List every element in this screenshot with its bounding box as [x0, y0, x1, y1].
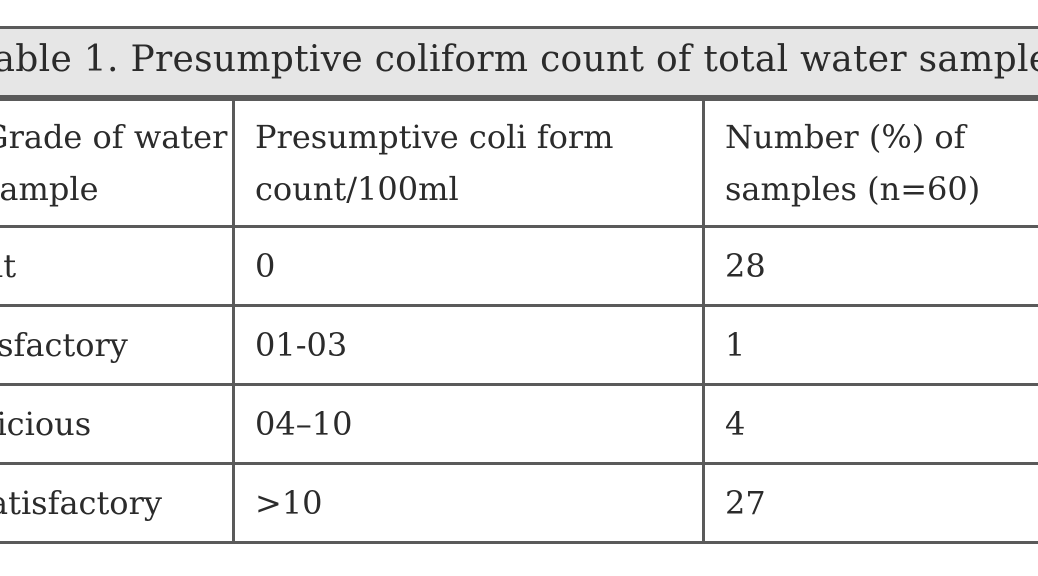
cell-count: >10 — [232, 462, 705, 544]
table-row: Suspicious 04–10 4 — [0, 383, 1038, 465]
table-caption-bar — [0, 26, 1038, 98]
header-count: Presumptive coli form count/100ml — [232, 98, 705, 228]
cell-number: 27 — [702, 462, 1038, 544]
header-number-line2: samples (n=60) — [725, 170, 981, 208]
cell-grade: Satisfactory — [0, 304, 235, 386]
header-grade-line2: sample — [0, 170, 99, 208]
table-row: Unsatisfactory >10 27 — [0, 462, 1038, 544]
header-grade: Grade of water sample — [0, 98, 235, 228]
table-row: Satisfactory 01-03 1 — [0, 304, 1038, 386]
table-caption: Table 1. Presumptive coliform count of t… — [0, 39, 1038, 80]
header-count-line2: count/100ml — [255, 170, 459, 208]
header-number: Number (%) of samples (n=60) — [702, 98, 1038, 228]
header-count-line1: Presumptive coli form — [255, 118, 614, 156]
header-grade-line1: Grade of water — [0, 118, 228, 156]
cell-number: 4 — [702, 383, 1038, 465]
table-header-row: Grade of water sample Presumptive coli f… — [0, 98, 1038, 228]
cell-count: 04–10 — [232, 383, 705, 465]
coliform-table: Grade of water sample Presumptive coli f… — [0, 98, 1038, 544]
cell-grade: Unsatisfactory — [0, 462, 235, 544]
cell-number: 1 — [702, 304, 1038, 386]
cell-grade: Excellent — [0, 225, 235, 307]
cell-grade: Suspicious — [0, 383, 235, 465]
cell-number: 28 — [702, 225, 1038, 307]
header-number-line1: Number (%) of — [725, 118, 966, 156]
cell-count: 01-03 — [232, 304, 705, 386]
table-row: Excellent 0 28 — [0, 225, 1038, 307]
cell-count: 0 — [232, 225, 705, 307]
